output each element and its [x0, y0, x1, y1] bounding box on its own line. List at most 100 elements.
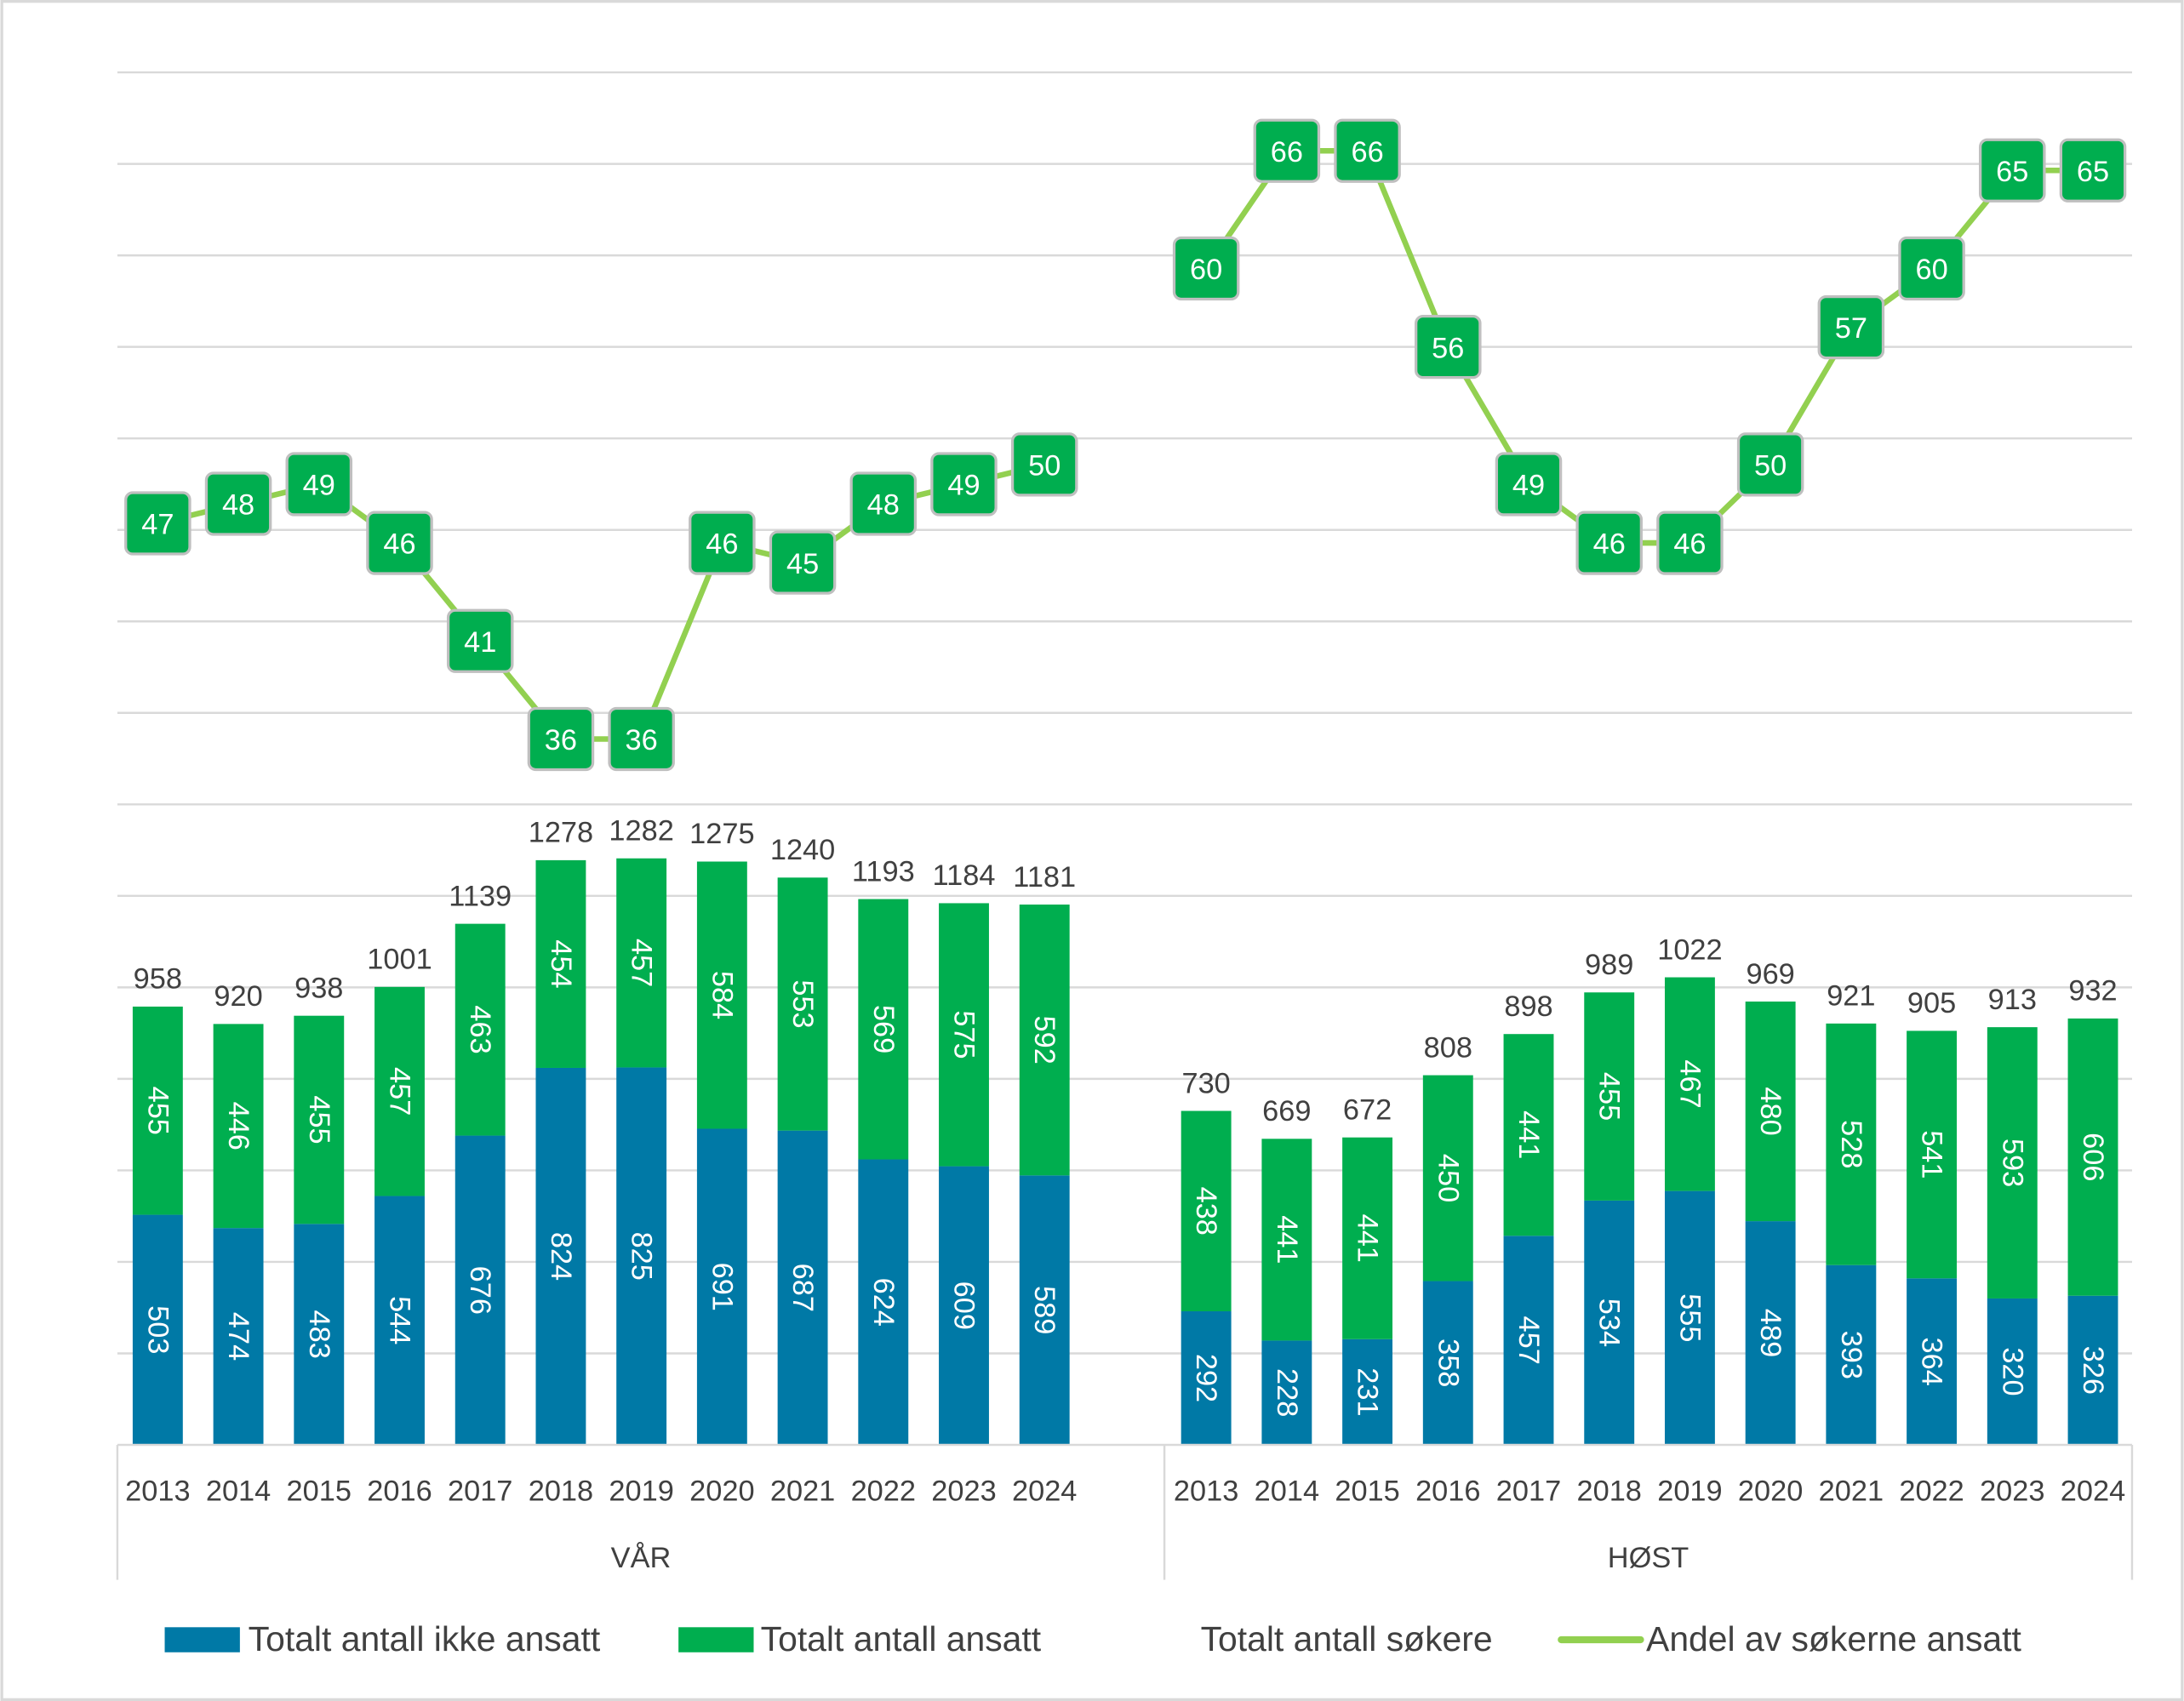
data-label-ansatt: 541 [1916, 1130, 1948, 1179]
line-data-label: 66 [1271, 136, 1303, 168]
legend-swatch-ansatt [678, 1627, 754, 1652]
data-label-ansatt: 528 [1835, 1120, 1867, 1168]
line-data-label: 46 [706, 528, 738, 561]
bar-ansatt [2067, 1018, 2118, 1296]
data-label-ansatt: 569 [867, 1005, 900, 1053]
bar-ansatt [213, 1024, 264, 1229]
line-point-marker [608, 706, 675, 772]
x-tick-label: 2023 [1980, 1475, 2044, 1507]
line-point-marker [1010, 432, 1078, 497]
bar-ansatt [132, 1006, 183, 1215]
data-label-ansatt: 575 [948, 1010, 981, 1059]
data-label-ansatt: 446 [222, 1102, 254, 1150]
data-label-ikke-ansatt: 624 [867, 1278, 900, 1327]
data-label-total: 958 [134, 963, 182, 996]
data-label-ikke-ansatt: 320 [1996, 1347, 2028, 1396]
data-label-ansatt: 606 [2077, 1133, 2109, 1181]
group-label-var: VÅR [611, 1541, 672, 1574]
x-tick-label: 2020 [1738, 1475, 1803, 1507]
line-data-label: 46 [1593, 528, 1626, 561]
bar-ansatt [1826, 1023, 1877, 1265]
data-label-ansatt: 454 [545, 939, 577, 988]
bar-ikke-ansatt [1503, 1236, 1554, 1446]
data-label-ikke-ansatt: 489 [1754, 1309, 1787, 1357]
line-data-label: 48 [222, 489, 254, 522]
line-point-marker [446, 608, 514, 673]
data-label-ansatt: 455 [1593, 1072, 1626, 1121]
line-point-marker [1495, 452, 1563, 517]
data-label-total: 932 [2068, 975, 2117, 1007]
data-label-total: 1001 [367, 944, 432, 976]
bar-ikke-ansatt [858, 1159, 909, 1446]
line-data-label: 47 [141, 509, 174, 541]
line-point-marker [689, 511, 756, 575]
data-label-ikke-ansatt: 676 [464, 1266, 496, 1315]
bar-ikke-ansatt [939, 1166, 989, 1446]
data-label-total: 1139 [449, 880, 512, 912]
line-data-label: 49 [947, 470, 980, 502]
data-label-ansatt: 553 [786, 979, 819, 1028]
legend-label-ansatt: Totalt antall ansatt [761, 1619, 1042, 1658]
data-label-total: 1022 [1657, 933, 1722, 966]
line-point-marker [1334, 118, 1401, 183]
bar-ikke-ansatt [535, 1067, 586, 1446]
bar-ansatt [1584, 992, 1635, 1201]
line-point-marker [1172, 236, 1240, 301]
line-point-marker [1736, 432, 1804, 497]
bar-ansatt [1342, 1137, 1393, 1339]
data-label-ikke-ansatt: 691 [706, 1263, 738, 1311]
line-data-label: 45 [786, 548, 819, 580]
bar-ikke-ansatt [213, 1228, 264, 1446]
line-data-label: 65 [1996, 156, 2028, 188]
bar-ikke-ansatt [777, 1130, 828, 1446]
data-label-ansatt: 441 [1512, 1110, 1545, 1159]
bar-ansatt [858, 899, 909, 1160]
legend: Totalt antall ikke ansatt Totalt antall … [164, 1619, 2021, 1658]
data-label-ansatt: 455 [141, 1087, 174, 1135]
data-label-ikke-ansatt: 483 [303, 1310, 335, 1359]
line-point-marker [124, 491, 192, 556]
bar-ansatt [1907, 1030, 1958, 1279]
bar-ikke-ansatt [1181, 1311, 1232, 1446]
data-label-ikke-ansatt: 687 [786, 1264, 819, 1312]
legend-label-andel: Andel av søkerne ansatt [1646, 1619, 2021, 1658]
bar-ikke-ansatt [696, 1128, 747, 1446]
bar-ansatt [1664, 977, 1715, 1191]
line-data-label: 65 [2077, 156, 2109, 188]
bar-ansatt [1987, 1027, 2038, 1299]
x-tick-label: 2018 [529, 1475, 593, 1507]
data-label-ikke-ansatt: 824 [545, 1232, 577, 1281]
data-label-total: 1278 [529, 817, 593, 849]
bar-ikke-ansatt [1664, 1190, 1715, 1446]
data-label-total: 672 [1343, 1093, 1392, 1126]
line-point-marker [2059, 138, 2127, 203]
line-point-marker [285, 452, 353, 517]
data-label-ikke-ansatt: 326 [2077, 1346, 2109, 1395]
data-label-ansatt: 592 [1028, 1016, 1061, 1065]
x-tick-label: 2020 [689, 1475, 754, 1507]
data-label-ansatt: 455 [303, 1095, 335, 1144]
x-tick-label: 2019 [1657, 1475, 1722, 1507]
group-label-host: HØST [1608, 1542, 1689, 1574]
bar-ikke-ansatt [132, 1214, 183, 1446]
data-label-ansatt: 450 [1432, 1154, 1464, 1202]
bar-ansatt [616, 858, 667, 1068]
legend-label-sokere: Totalt antall søkere [1201, 1619, 1493, 1658]
data-label-total: 1240 [770, 834, 835, 866]
bar-ikke-ansatt [455, 1135, 506, 1446]
bar-ansatt [1745, 1002, 1796, 1222]
data-label-total: 1181 [1013, 861, 1076, 893]
legend-swatch-ikke-ansatt [164, 1627, 240, 1652]
bar-ansatt [939, 903, 989, 1167]
data-label-ikke-ansatt: 555 [1673, 1293, 1706, 1342]
bar-ansatt [777, 877, 828, 1131]
bar-ikke-ansatt [374, 1196, 425, 1446]
line-data-label: 46 [383, 528, 415, 561]
line-point-marker [527, 706, 595, 772]
data-label-ikke-ansatt: 609 [948, 1281, 981, 1330]
line-series: 47 48 49 46 41 36 36 46 45 48 49 50 60 66 66 56 49 46 46 50… [124, 118, 2127, 772]
x-tick-label: 2013 [1174, 1475, 1238, 1507]
bar-ikke-ansatt [1261, 1340, 1312, 1446]
x-tick-label: 2013 [125, 1475, 190, 1507]
data-label-ansatt: 441 [1271, 1215, 1303, 1264]
